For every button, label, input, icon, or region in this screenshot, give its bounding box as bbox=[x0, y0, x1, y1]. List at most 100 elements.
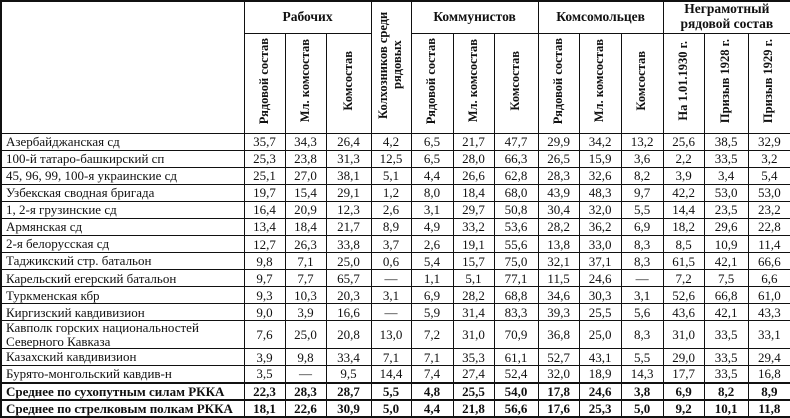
value-cell: 6,5 bbox=[410, 149, 454, 168]
value-cell: 9,8 bbox=[284, 347, 327, 367]
unit-name-cell: Армянская сд bbox=[0, 217, 245, 236]
value-cell: 8,2 bbox=[620, 166, 664, 185]
value-cell: 0,6 bbox=[370, 252, 412, 271]
value-cell: 53,0 bbox=[703, 183, 749, 202]
table-row: Таджикский стр. батальон 9,8 7,1 25,0 0,6 5,4… bbox=[0, 252, 790, 271]
value-cell: 21,7 bbox=[452, 132, 495, 151]
value-cell: 16,6 bbox=[325, 303, 372, 322]
value-cell: 52,7 bbox=[537, 347, 580, 367]
value-cell: 29,4 bbox=[747, 347, 790, 367]
value-cell: 5,5 bbox=[620, 347, 664, 367]
unit-name-cell: Среднее по сухопутным силам РККА bbox=[0, 381, 245, 401]
value-cell: 20,8 bbox=[325, 320, 372, 349]
col-group-workers: Рабочих bbox=[243, 0, 372, 34]
value-cell: 5,1 bbox=[370, 166, 412, 185]
value-cell: 12,7 bbox=[243, 234, 286, 254]
value-cell: 9,7 bbox=[620, 183, 664, 202]
value-cell: 4,2 bbox=[370, 132, 412, 151]
value-cell: 28,7 bbox=[325, 381, 372, 401]
unit-name-cell: Бурято-монгольский кавдив-н bbox=[0, 365, 245, 384]
table-row: Кавполк горских национальностей Северног… bbox=[0, 320, 790, 349]
value-cell: 36,8 bbox=[537, 320, 580, 349]
value-cell: 31,4 bbox=[452, 303, 495, 322]
value-cell: — bbox=[620, 269, 664, 288]
value-cell: 33,8 bbox=[325, 234, 372, 254]
value-cell: 25,3 bbox=[578, 398, 622, 418]
value-cell: 42,1 bbox=[703, 303, 749, 322]
table-row: Карельский егерский батальон 9,7 7,7 65,7—1… bbox=[0, 269, 790, 288]
value-cell: 6,9 bbox=[410, 286, 454, 305]
sub-col-header-communists-privates: Рядовой состав bbox=[410, 32, 454, 134]
value-cell: 20,9 bbox=[284, 200, 327, 219]
value-cell: 12,5 bbox=[370, 149, 412, 168]
value-cell: 8,2 bbox=[703, 381, 749, 401]
value-cell: 28,0 bbox=[452, 149, 495, 168]
value-cell: 6,9 bbox=[620, 217, 664, 236]
sub-col-header-workers-junior: Мл. комсостав bbox=[284, 32, 327, 134]
sub-col-header-illiterate-1930: На 1.01.1930 г. bbox=[662, 32, 705, 134]
value-cell: 6,9 bbox=[662, 381, 705, 401]
value-cell: — bbox=[370, 303, 412, 322]
value-cell: 43,6 bbox=[662, 303, 705, 322]
value-cell: 7,6 bbox=[243, 320, 286, 349]
value-cell: 26,5 bbox=[537, 149, 580, 168]
value-cell: 28,2 bbox=[537, 217, 580, 236]
value-cell: 25,1 bbox=[243, 166, 286, 185]
value-cell: 48,3 bbox=[578, 183, 622, 202]
value-cell: — bbox=[370, 269, 412, 288]
value-cell: 23,8 bbox=[284, 149, 327, 168]
value-cell: 33,1 bbox=[747, 320, 790, 349]
value-cell: 77,1 bbox=[493, 269, 539, 288]
value-cell: 7,1 bbox=[370, 347, 412, 367]
value-cell: 3,1 bbox=[620, 286, 664, 305]
value-cell: 5,6 bbox=[620, 303, 664, 322]
value-cell: 33,0 bbox=[578, 234, 622, 254]
value-cell: 19,7 bbox=[243, 183, 286, 202]
value-cell: 7,1 bbox=[284, 252, 327, 271]
value-cell: 4,8 bbox=[410, 381, 454, 401]
value-cell: 24,6 bbox=[578, 381, 622, 401]
value-cell: 5,4 bbox=[747, 166, 790, 185]
value-cell: 55,6 bbox=[493, 234, 539, 254]
value-cell: 30,3 bbox=[578, 286, 622, 305]
unit-name-cell: Туркменская кбр bbox=[0, 286, 245, 305]
sub-col-header-komsomol-privates: Рядовой состав bbox=[537, 32, 580, 134]
value-cell: 11,4 bbox=[747, 234, 790, 254]
value-cell: 13,4 bbox=[243, 217, 286, 236]
value-cell: 61,0 bbox=[747, 286, 790, 305]
value-cell: 3,1 bbox=[410, 200, 454, 219]
summary-row: Среднее по стрелковым полкам РККА 18,1 22,… bbox=[0, 398, 790, 418]
value-cell: 31,3 bbox=[325, 149, 372, 168]
value-cell: 29,0 bbox=[662, 347, 705, 367]
value-cell: 6,5 bbox=[410, 132, 454, 151]
unit-name-cell: Таджикский стр. батальон bbox=[0, 252, 245, 271]
value-cell: 18,9 bbox=[578, 365, 622, 384]
value-cell: 7,1 bbox=[410, 347, 454, 367]
value-cell: 14,3 bbox=[620, 365, 664, 384]
value-cell: 37,1 bbox=[578, 252, 622, 271]
value-cell: 4,9 bbox=[410, 217, 454, 236]
value-cell: 3,4 bbox=[703, 166, 749, 185]
value-cell: 33,5 bbox=[703, 347, 749, 367]
value-cell: 38,5 bbox=[703, 132, 749, 151]
value-cell: 32,0 bbox=[537, 365, 580, 384]
value-cell: 2,2 bbox=[662, 149, 705, 168]
value-cell: 9,3 bbox=[243, 286, 286, 305]
value-cell: 3,7 bbox=[370, 234, 412, 254]
value-cell: 29,7 bbox=[452, 200, 495, 219]
value-cell: 43,9 bbox=[537, 183, 580, 202]
value-cell: 3,8 bbox=[620, 381, 664, 401]
value-cell: 52,4 bbox=[493, 365, 539, 384]
value-cell: 18,2 bbox=[662, 217, 705, 236]
value-cell: 6,6 bbox=[747, 269, 790, 288]
value-cell: 5,4 bbox=[410, 252, 454, 271]
value-cell: 33,5 bbox=[703, 320, 749, 349]
table-row: Бурято-монгольский кавдив-н 3,5—9,5 14,4 7,… bbox=[0, 365, 790, 384]
value-cell: 25,5 bbox=[578, 303, 622, 322]
value-cell: 35,3 bbox=[452, 347, 495, 367]
value-cell: 61,1 bbox=[493, 347, 539, 367]
value-cell: 8,9 bbox=[747, 381, 790, 401]
value-cell: 18,1 bbox=[243, 398, 286, 418]
value-cell: 23,2 bbox=[747, 200, 790, 219]
